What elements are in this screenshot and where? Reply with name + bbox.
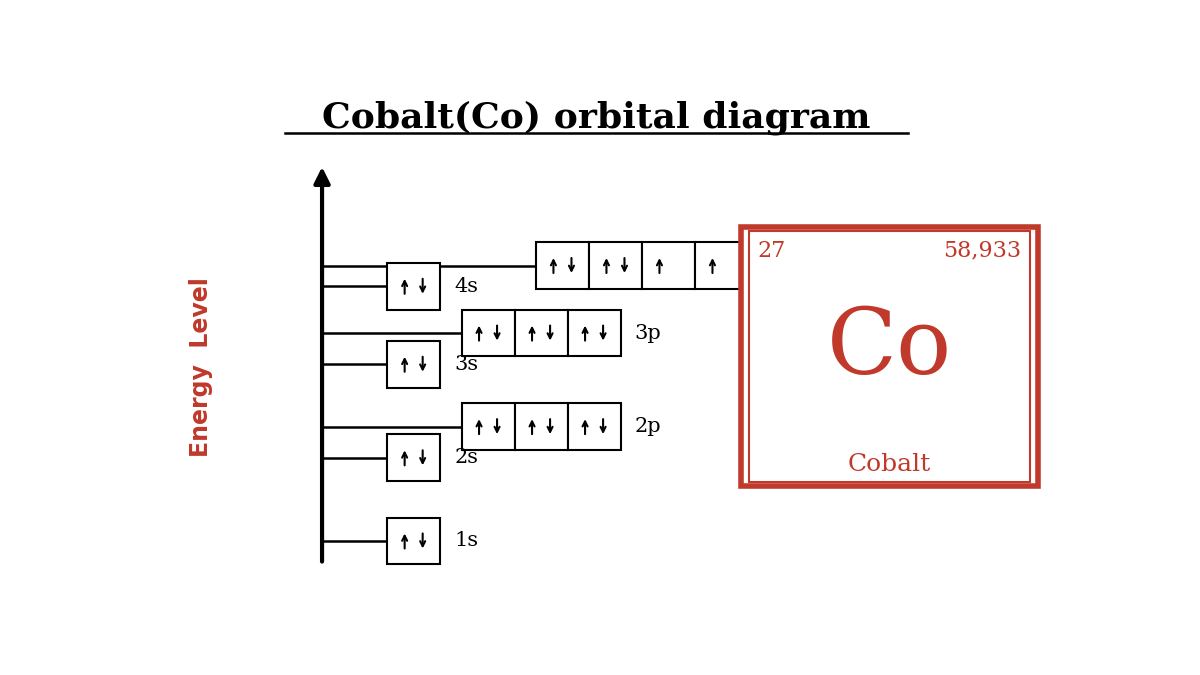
Bar: [568, 310, 620, 356]
Text: 27: 27: [757, 240, 786, 261]
Bar: [462, 310, 515, 356]
Text: 3p: 3p: [635, 323, 661, 343]
Bar: [568, 403, 620, 450]
Text: Energy  Level: Energy Level: [190, 277, 214, 457]
Bar: [388, 518, 440, 564]
Bar: [589, 242, 642, 289]
Bar: [388, 341, 440, 387]
Text: 2p: 2p: [635, 417, 661, 436]
Bar: [740, 227, 1038, 487]
Bar: [515, 403, 568, 450]
Bar: [462, 403, 515, 450]
Bar: [748, 242, 802, 289]
Bar: [695, 242, 748, 289]
Bar: [536, 242, 589, 289]
Text: 3d: 3d: [815, 256, 841, 275]
Text: 3s: 3s: [454, 355, 479, 374]
Bar: [749, 232, 1030, 482]
Text: Cobalt(Co) orbital diagram: Cobalt(Co) orbital diagram: [322, 100, 871, 135]
Text: 4s: 4s: [454, 277, 478, 296]
Text: 1s: 1s: [454, 531, 479, 551]
Text: Cobalt: Cobalt: [847, 453, 931, 476]
Bar: [388, 263, 440, 310]
Text: 58,933: 58,933: [943, 240, 1021, 261]
Text: 2s: 2s: [454, 448, 478, 467]
Bar: [388, 435, 440, 481]
Bar: [515, 310, 568, 356]
Text: Co: Co: [827, 304, 952, 393]
Bar: [642, 242, 695, 289]
